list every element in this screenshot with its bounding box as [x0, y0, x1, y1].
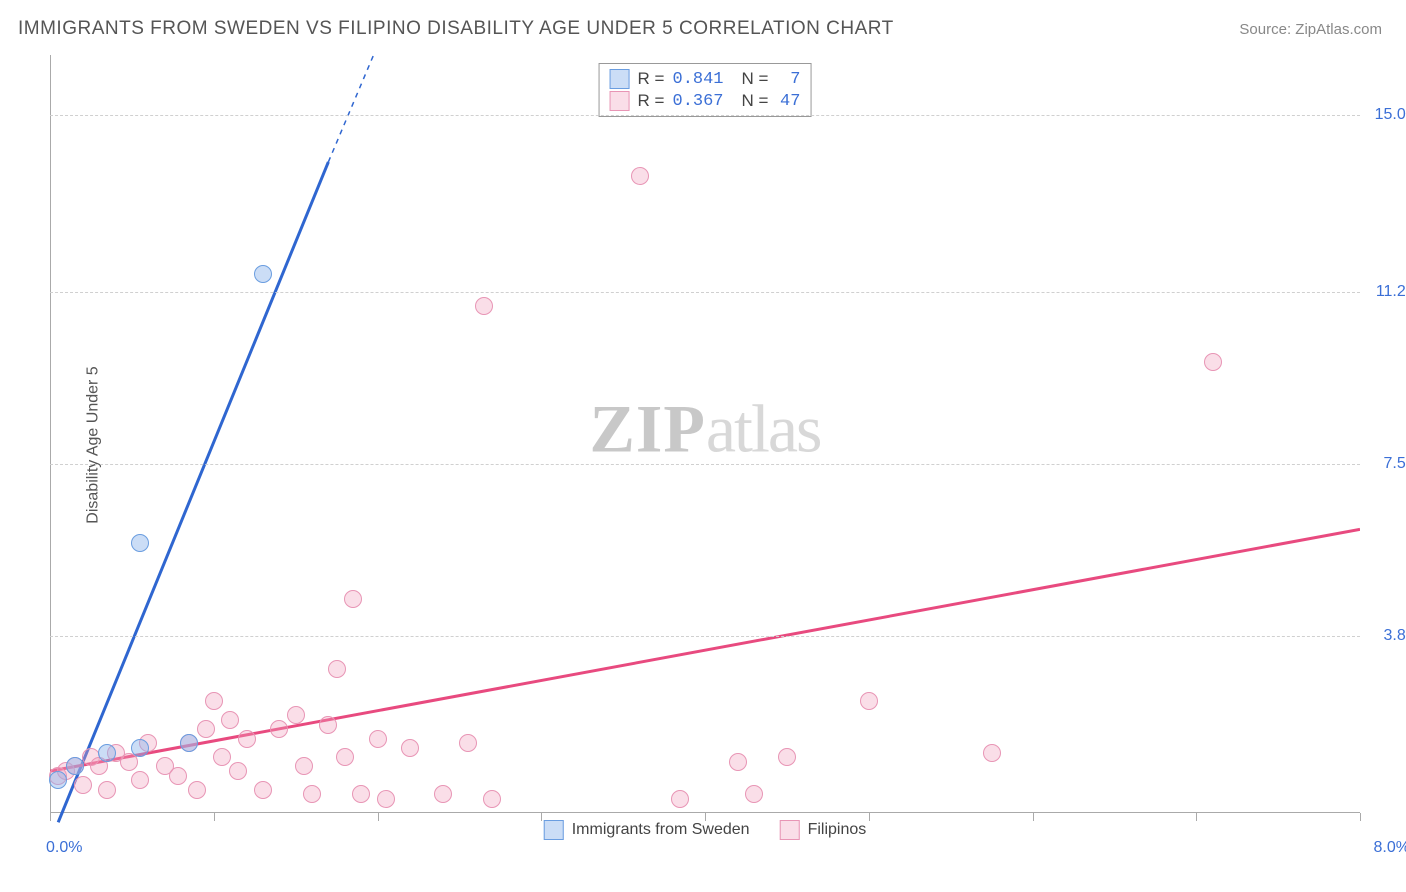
scatter-point-filipinos	[254, 781, 272, 799]
scatter-point-filipinos	[459, 734, 477, 752]
scatter-point-filipinos	[197, 720, 215, 738]
scatter-point-filipinos	[352, 785, 370, 803]
x-tick-mark	[1360, 813, 1361, 821]
scatter-point-filipinos	[369, 730, 387, 748]
scatter-point-filipinos	[745, 785, 763, 803]
r-value-sweden: 0.841	[672, 70, 723, 89]
scatter-point-filipinos	[270, 720, 288, 738]
x-tick-mark	[541, 813, 542, 821]
x-origin-label: 0.0%	[46, 839, 82, 857]
legend-swatch-filipinos-2	[780, 820, 800, 840]
scatter-point-filipinos	[483, 790, 501, 808]
legend-swatch-sweden-2	[544, 820, 564, 840]
trendlines-svg	[50, 55, 1360, 835]
scatter-point-filipinos	[344, 590, 362, 608]
scatter-point-filipinos	[131, 771, 149, 789]
scatter-point-filipinos	[729, 753, 747, 771]
scatter-point-filipinos	[229, 762, 247, 780]
r-value-filipinos: 0.367	[672, 92, 723, 111]
scatter-point-filipinos	[221, 711, 239, 729]
gridline-h	[50, 115, 1360, 116]
scatter-point-filipinos	[238, 730, 256, 748]
scatter-point-filipinos	[319, 716, 337, 734]
legend-stats-box: R = 0.841 N = 7 R = 0.367 N = 47	[599, 63, 812, 117]
watermark-zip: ZIP	[590, 391, 706, 467]
source-name: ZipAtlas.com	[1295, 21, 1382, 38]
scatter-point-sweden	[254, 265, 272, 283]
chart-title: IMMIGRANTS FROM SWEDEN VS FILIPINO DISAB…	[18, 18, 894, 40]
scatter-point-filipinos	[401, 739, 419, 757]
scatter-point-filipinos	[74, 776, 92, 794]
scatter-point-filipinos	[1204, 353, 1222, 371]
x-tick-mark	[378, 813, 379, 821]
scatter-point-filipinos	[377, 790, 395, 808]
legend-label-filipinos: Filipinos	[808, 821, 867, 839]
legend-series: Immigrants from Sweden Filipinos	[544, 820, 867, 840]
x-max-label: 8.0%	[1374, 839, 1406, 857]
gridline-h	[50, 292, 1360, 293]
legend-swatch-sweden	[610, 69, 630, 89]
y-axis-line	[50, 55, 51, 813]
legend-swatch-filipinos	[610, 91, 630, 111]
watermark: ZIPatlas	[590, 390, 821, 469]
scatter-point-filipinos	[475, 297, 493, 315]
header-bar: IMMIGRANTS FROM SWEDEN VS FILIPINO DISAB…	[0, 0, 1406, 50]
scatter-point-filipinos	[188, 781, 206, 799]
r-label: R =	[638, 69, 665, 89]
scatter-point-filipinos	[671, 790, 689, 808]
n-value-sweden: 7	[776, 70, 800, 89]
scatter-point-sweden	[180, 734, 198, 752]
legend-item-sweden: Immigrants from Sweden	[544, 820, 750, 840]
scatter-point-filipinos	[213, 748, 231, 766]
y-tick-label: 7.5%	[1384, 455, 1406, 473]
r-label-2: R =	[638, 91, 665, 111]
scatter-point-filipinos	[303, 785, 321, 803]
scatter-point-filipinos	[287, 706, 305, 724]
legend-item-filipinos: Filipinos	[780, 820, 867, 840]
x-tick-mark	[869, 813, 870, 821]
x-tick-mark	[214, 813, 215, 821]
plot-area: ZIPatlas R = 0.841 N = 7 R = 0.367 N = 4…	[50, 55, 1360, 835]
legend-label-sweden: Immigrants from Sweden	[572, 821, 750, 839]
scatter-point-filipinos	[434, 785, 452, 803]
scatter-point-sweden	[98, 744, 116, 762]
x-tick-mark	[50, 813, 51, 821]
y-tick-label: 15.0%	[1375, 106, 1406, 124]
source-attribution: Source: ZipAtlas.com	[1239, 21, 1382, 38]
gridline-h	[50, 636, 1360, 637]
scatter-point-filipinos	[336, 748, 354, 766]
n-label-sweden: N =	[742, 69, 769, 89]
scatter-point-filipinos	[295, 757, 313, 775]
scatter-point-sweden	[49, 771, 67, 789]
y-tick-label: 11.2%	[1376, 283, 1406, 301]
legend-stats-row-sweden: R = 0.841 N = 7	[610, 68, 801, 90]
chart-container: Disability Age Under 5 ZIPatlas R = 0.84…	[50, 55, 1360, 835]
scatter-point-filipinos	[778, 748, 796, 766]
watermark-atlas: atlas	[706, 391, 821, 467]
x-tick-mark	[1196, 813, 1197, 821]
y-tick-label: 3.8%	[1384, 627, 1406, 645]
trendline	[58, 162, 328, 822]
x-tick-mark	[1033, 813, 1034, 821]
gridline-h	[50, 464, 1360, 465]
n-label-filipinos: N =	[742, 91, 769, 111]
trendline	[328, 55, 377, 162]
scatter-point-filipinos	[328, 660, 346, 678]
scatter-point-filipinos	[860, 692, 878, 710]
legend-stats-row-filipinos: R = 0.367 N = 47	[610, 90, 801, 112]
scatter-point-filipinos	[631, 167, 649, 185]
scatter-point-filipinos	[983, 744, 1001, 762]
scatter-point-filipinos	[98, 781, 116, 799]
x-tick-mark	[705, 813, 706, 821]
scatter-point-filipinos	[205, 692, 223, 710]
scatter-point-filipinos	[169, 767, 187, 785]
scatter-point-sweden	[131, 739, 149, 757]
scatter-point-sweden	[66, 757, 84, 775]
n-value-filipinos: 47	[776, 92, 800, 111]
scatter-point-sweden	[131, 534, 149, 552]
source-prefix: Source:	[1239, 21, 1295, 38]
